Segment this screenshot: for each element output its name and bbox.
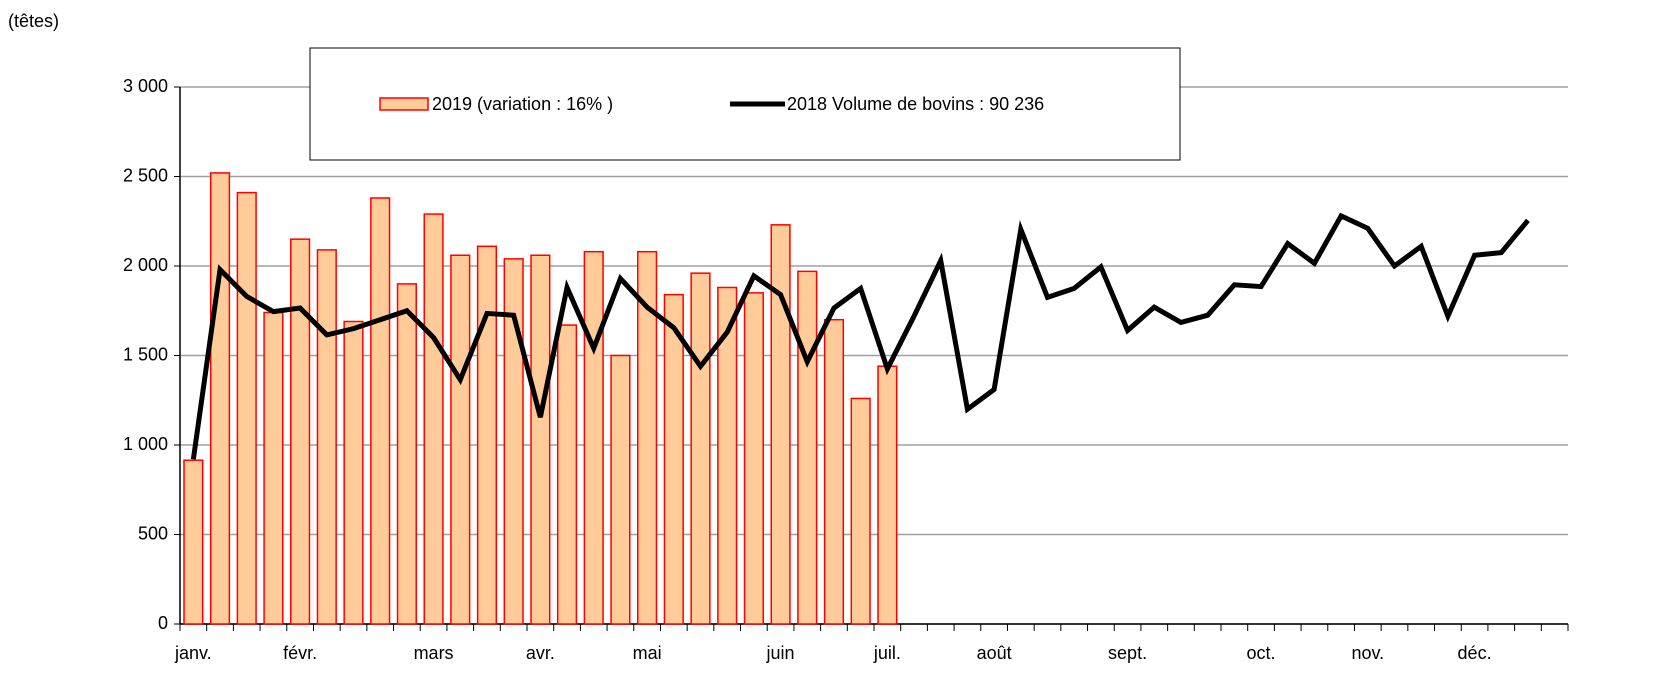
y-tick-label: 500 [138, 523, 168, 543]
bar [450, 254, 471, 625]
y-tick-label: 0 [158, 613, 168, 633]
bar [396, 283, 417, 625]
line [190, 212, 1530, 460]
bar [476, 245, 498, 625]
x-tick-label: mai [633, 643, 662, 663]
bar [583, 250, 604, 625]
x-tick-label: févr. [283, 643, 317, 663]
legend-swatch [379, 97, 429, 111]
y-tick-label: 1 500 [123, 344, 168, 364]
y-tick-label: 2 500 [123, 165, 168, 185]
x-tick-label: sept. [1108, 643, 1147, 663]
bar [823, 318, 845, 625]
bar [556, 324, 578, 625]
y-tick-label: 2 000 [123, 255, 168, 275]
bar [850, 397, 871, 625]
bar [690, 272, 711, 625]
bar [183, 459, 204, 625]
bar [877, 365, 898, 625]
x-tick-label: juil. [873, 643, 901, 663]
x-tick-label: avr. [526, 643, 555, 663]
x-tick-label: oct. [1247, 643, 1276, 663]
bar [743, 292, 764, 625]
x-tick-label: déc. [1458, 643, 1492, 663]
y-axis-label: (têtes) [8, 11, 59, 31]
bar [770, 224, 791, 625]
x-tick-label: janv. [174, 643, 212, 663]
bar [290, 238, 311, 625]
bar [343, 320, 364, 625]
bar [316, 249, 337, 625]
bar [209, 172, 231, 625]
x-tick-label: mars [414, 643, 454, 663]
x-tick-label: nov. [1351, 643, 1384, 663]
bar [236, 191, 257, 625]
bar [263, 311, 284, 625]
y-tick-label: 1 000 [123, 434, 168, 454]
x-tick-label: juin [766, 643, 795, 663]
y-tick-label: 3 000 [123, 76, 168, 96]
bar [503, 258, 524, 625]
bar [637, 250, 658, 625]
legend-label: 2018 Volume de bovins : 90 236 [787, 94, 1044, 114]
bar [530, 254, 551, 625]
bar [717, 286, 738, 625]
legend-label: 2019 (variation : 16% ) [432, 94, 613, 114]
x-tick-label: août [977, 643, 1012, 663]
bar [663, 293, 684, 625]
bar [423, 213, 444, 625]
bar [797, 270, 818, 625]
bar [370, 197, 391, 625]
bar [610, 354, 631, 625]
